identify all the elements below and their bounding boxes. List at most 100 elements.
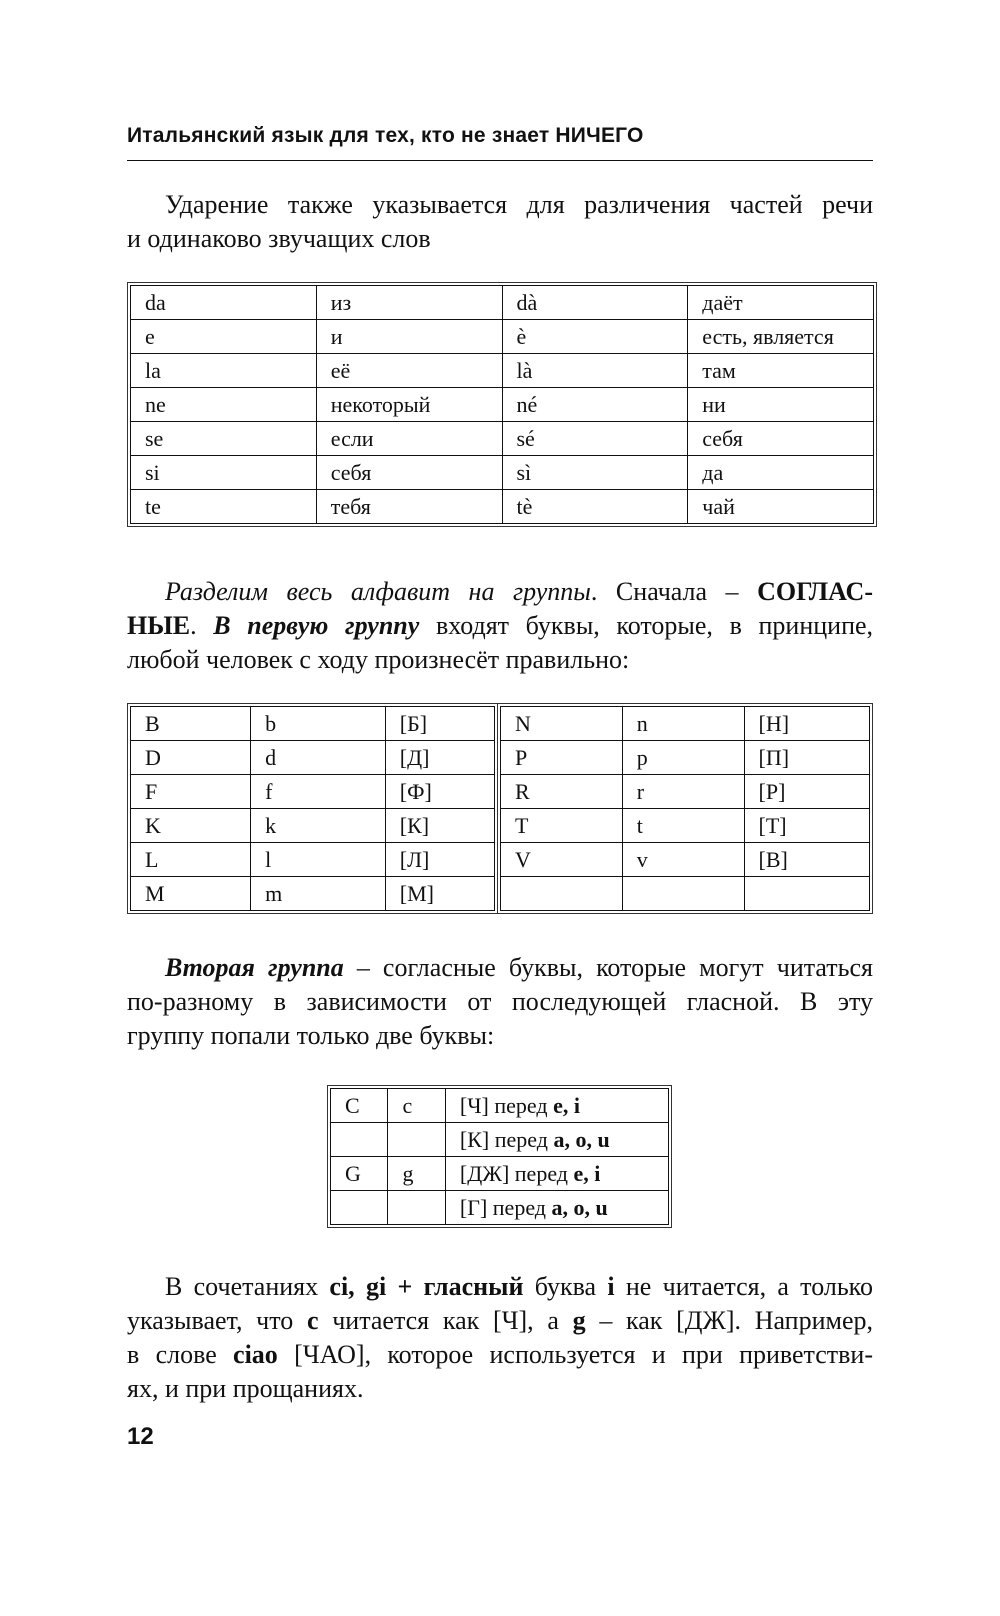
bold-text: ci, gi + гласный <box>329 1272 524 1301</box>
pronunciation-cell: [ДЖ] перед e, i <box>444 1156 670 1191</box>
text: – согласные буквы, которые могут читатьс… <box>343 953 873 982</box>
table-cell: себя <box>315 455 503 490</box>
table-cell: [Т] <box>743 808 871 843</box>
text: [Ч] перед <box>459 1092 554 1118</box>
table-cell: se <box>130 421 317 456</box>
text: – как [ДЖ]. Например, <box>585 1306 873 1335</box>
italic-text: Разделим весь алфавит на группы <box>165 577 591 606</box>
bold-text: a, o, u <box>553 1126 610 1152</box>
table-cell: T <box>500 808 623 843</box>
table-row: e и è есть, является <box>130 319 874 354</box>
text: указывает, что <box>127 1306 307 1335</box>
table-cell: P <box>500 740 623 775</box>
table-row: si себя sì да <box>130 455 874 490</box>
table-cell: из <box>315 285 503 320</box>
text: не читается, а только <box>614 1272 873 1301</box>
table-cell: v <box>621 842 745 877</box>
table-row: [Г] перед a, o, u <box>329 1190 670 1225</box>
table-cell: [Н] <box>743 706 871 741</box>
table-cell <box>329 1122 389 1157</box>
bold-text: g <box>572 1306 586 1335</box>
table-cell: [Ф] <box>384 774 496 809</box>
paragraph-groups-intro: Разделим весь алфавит на группы. Сначала… <box>127 575 873 677</box>
table-cell: M <box>129 876 252 911</box>
table-cell: её <box>315 353 503 388</box>
text: [Г] перед <box>459 1194 552 1220</box>
table-cell: c <box>387 1088 446 1123</box>
table-cell: f <box>250 774 386 809</box>
text: буква <box>523 1272 608 1301</box>
bold-text: НЫЕ <box>127 611 191 640</box>
table-cell: K <box>129 808 252 843</box>
bold-italic-text: В первую группу <box>213 611 420 640</box>
text: В сочетаниях <box>165 1272 330 1301</box>
table-row <box>500 876 871 911</box>
table-cell: есть, является <box>687 319 874 354</box>
paragraph-accent-intro: Ударение также указывается для различени… <box>127 188 873 256</box>
table-cell <box>621 876 745 911</box>
table-cell: да <box>687 455 874 490</box>
paragraph-ci-gi: В сочетаниях ci, gi + гласный буква i не… <box>127 1270 873 1406</box>
bold-text: СОГЛАС- <box>757 577 873 606</box>
paragraph-second-group: Вторая группа – согласные буквы, которые… <box>127 951 873 1053</box>
pronunciation-cell: [К] перед a, o, u <box>444 1122 670 1157</box>
bold-text: c <box>306 1306 319 1335</box>
table-cell: te <box>130 489 317 524</box>
table-cell: la <box>130 353 317 388</box>
table-row: se если sé себя <box>130 421 874 456</box>
table-cell: k <box>250 808 386 843</box>
table-cell: [Р] <box>743 774 871 809</box>
table-cell: [П] <box>743 740 871 775</box>
table-cell: D <box>129 740 252 775</box>
table-cell <box>743 876 871 911</box>
text: в слове <box>127 1340 234 1369</box>
text-line: любой человек с ходу произнесёт правильн… <box>127 645 630 674</box>
pronunciation-cell: [Г] перед a, o, u <box>444 1190 670 1225</box>
table-cell: G <box>329 1156 389 1191</box>
table-cell: даёт <box>687 285 874 320</box>
page-number: 12 <box>127 1423 154 1450</box>
table-cell: tè <box>501 489 689 524</box>
text-line: ях, и при прощаниях. <box>127 1374 364 1403</box>
table-row: da из dà даёт <box>130 285 874 320</box>
table-cell: si <box>130 455 317 490</box>
text: . Сначала – <box>590 577 758 606</box>
bold-text: e, i <box>553 1092 580 1118</box>
table-cell: [Д] <box>384 740 496 775</box>
table-cell: ни <box>687 387 874 422</box>
table-cell: [К] <box>384 808 496 843</box>
accent-table: da из dà даёт e и è есть, является la её là там ne не… <box>127 282 877 527</box>
text-line: В сочетаниях ci, gi + гласный буква i не… <box>127 1270 873 1304</box>
table-cell: sì <box>501 455 689 490</box>
table-cell <box>387 1122 446 1157</box>
table-cell: N <box>500 706 623 741</box>
table-cell: t <box>621 808 745 843</box>
pronunciation-cell: [Ч] перед e, i <box>444 1088 670 1123</box>
table-cell: da <box>130 285 317 320</box>
text: [К] перед <box>459 1126 554 1152</box>
table-cell: и <box>315 319 503 354</box>
table-cell: [В] <box>743 842 871 877</box>
table-cell: d <box>250 740 386 775</box>
table-cell: g <box>387 1156 446 1191</box>
table-cell: e <box>130 319 317 354</box>
bold-text: e, i <box>573 1160 601 1186</box>
table-cell: R <box>500 774 623 809</box>
table-cell: ne <box>130 387 317 422</box>
text-line: указывает, что c читается как [Ч], а g –… <box>127 1304 873 1338</box>
text: [ДЖ] перед <box>459 1160 574 1186</box>
text-line: НЫЕ. В первую группу входят буквы, котор… <box>127 609 873 643</box>
bold-italic-text: Вторая группа <box>165 953 344 982</box>
text-line: в слове ciao [ЧАО], которое используется… <box>127 1338 873 1372</box>
text-line: и одинаково звучащих слов <box>127 224 431 253</box>
